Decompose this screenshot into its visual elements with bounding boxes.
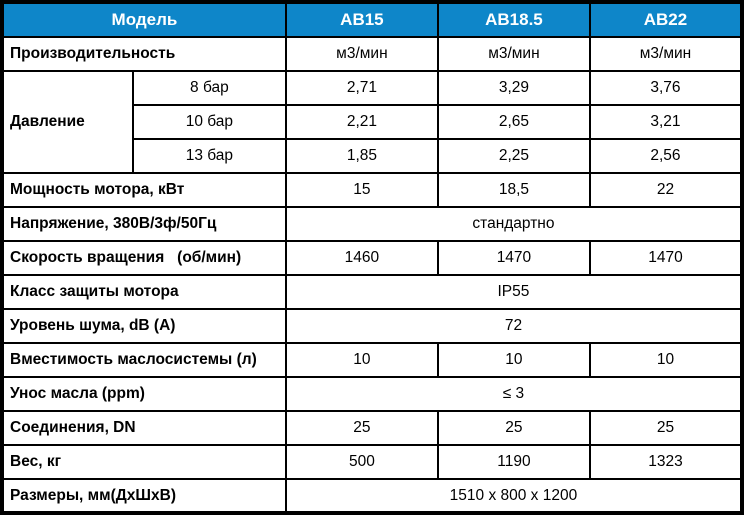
sub-label-8bar: 8 бар [131,70,287,106]
cell-voltage-all: стандартно [284,206,744,242]
model-header-cell: Модель [1,1,287,38]
row-connections: Соединения, DN 25 25 25 [1,410,744,446]
cell-dn-ab22: 25 [588,410,744,446]
row-label-voltage: Напряжение, 380В/3ф/50Гц [1,206,287,242]
cell-dimensions-all: 1510 x 800 x 1200 [284,478,744,514]
cell-speed-ab22: 1470 [588,240,744,276]
row-label-motor-power: Мощность мотора, кВт [1,172,287,208]
row-label-weight: Вес, кг [1,444,287,480]
cell-power-ab22: 22 [588,172,744,208]
cell-capacity-units-3: м3/мин [588,36,744,72]
row-label-capacity: Производительность [1,36,287,72]
cell-weight-ab15: 500 [284,444,439,480]
row-motor-power: Мощность мотора, кВт 15 18,5 22 [1,172,744,208]
header-row: Модель АВ15 АВ18.5 АВ22 [1,1,744,38]
cell-13bar-ab15: 1,85 [284,138,439,174]
column-header-ab18-5: АВ18.5 [436,1,591,38]
row-oil-carryover: Унос масла (ppm) ≤ 3 [1,376,744,412]
row-label-pressure-group: Давление [1,70,134,174]
cell-weight-ab22: 1323 [588,444,744,480]
cell-13bar-ab18-5: 2,25 [436,138,591,174]
cell-8bar-ab15: 2,71 [284,70,439,106]
row-rotation-speed: Скорость вращения (об/мин) 1460 1470 147… [1,240,744,276]
sub-label-13bar: 13 бар [131,138,287,174]
cell-oil-ab18-5: 10 [436,342,591,378]
row-protection-class: Класс защиты мотора IP55 [1,274,744,310]
cell-capacity-units-1: м3/мин [284,36,439,72]
row-label-rotation-speed: Скорость вращения (об/мин) [1,240,287,276]
cell-dn-ab18-5: 25 [436,410,591,446]
cell-weight-ab18-5: 1190 [436,444,591,480]
cell-speed-ab15: 1460 [284,240,439,276]
row-dimensions: Размеры, мм(ДхШхВ) 1510 x 800 x 1200 [1,478,744,514]
row-voltage: Напряжение, 380В/3ф/50Гц стандартно [1,206,744,242]
cell-oil-ab22: 10 [588,342,744,378]
cell-10bar-ab15: 2,21 [284,104,439,140]
cell-carryover-all: ≤ 3 [284,376,744,412]
cell-power-ab15: 15 [284,172,439,208]
row-capacity: Производительность м3/мин м3/мин м3/мин [1,36,744,72]
cell-8bar-ab18-5: 3,29 [436,70,591,106]
row-weight: Вес, кг 500 1190 1323 [1,444,744,480]
row-label-oil-carryover: Унос масла (ppm) [1,376,287,412]
column-header-ab15: АВ15 [284,1,439,38]
row-noise-level: Уровень шума, dB (А) 72 [1,308,744,344]
cell-10bar-ab18-5: 2,65 [436,104,591,140]
row-pressure-13bar: 13 бар 1,85 2,25 2,56 [2,138,744,174]
cell-dn-ab15: 25 [284,410,439,446]
cell-speed-ab18-5: 1470 [436,240,591,276]
row-label-oil-capacity: Вместимость маслосистемы (л) [1,342,287,378]
row-label-dimensions: Размеры, мм(ДхШхВ) [1,478,287,514]
cell-noise-all: 72 [284,308,744,344]
row-oil-capacity: Вместимость маслосистемы (л) 10 10 10 [1,342,744,378]
cell-capacity-units-2: м3/мин [436,36,591,72]
cell-10bar-ab22: 3,21 [588,104,744,140]
row-label-protection-class: Класс защиты мотора [1,274,287,310]
cell-8bar-ab22: 3,76 [588,70,744,106]
cell-oil-ab15: 10 [284,342,439,378]
row-pressure-8bar: Давление 8 бар 2,71 3,29 3,76 [1,70,744,174]
sub-label-10bar: 10 бар [131,104,287,140]
cell-protection-all: IP55 [284,274,744,310]
column-header-ab22: АВ22 [588,1,744,38]
cell-power-ab18-5: 18,5 [436,172,591,208]
row-label-noise-level: Уровень шума, dB (А) [1,308,287,344]
cell-13bar-ab22: 2,56 [588,138,744,174]
row-label-connections: Соединения, DN [1,410,287,446]
row-pressure-10bar: 10 бар 2,21 2,65 3,21 [2,104,744,140]
